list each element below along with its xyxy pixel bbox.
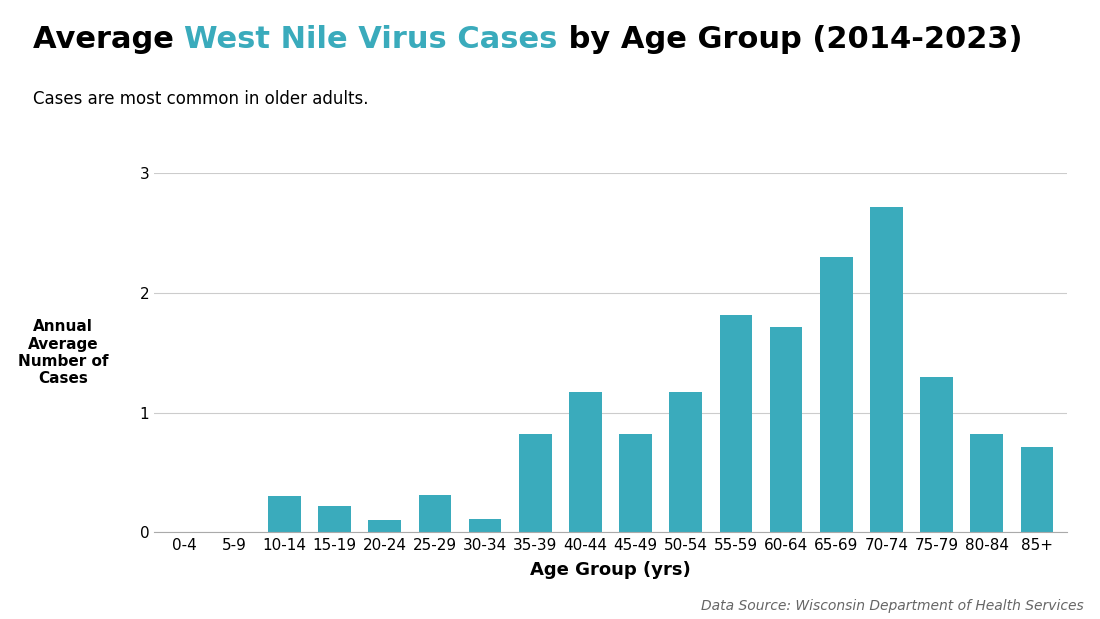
Bar [569, 392, 602, 532]
Bar [970, 434, 1003, 532]
Bar [870, 207, 903, 532]
Y-axis label: Annual
Average
Number of
Cases: Annual Average Number of Cases [18, 319, 108, 386]
Bar [670, 392, 702, 532]
Bar [1021, 448, 1053, 532]
Bar [419, 495, 451, 532]
X-axis label: Age Group (yrs): Age Group (yrs) [530, 561, 691, 579]
Bar [469, 519, 502, 532]
Text: Cases are most common in older adults.: Cases are most common in older adults. [33, 90, 369, 108]
Bar [921, 377, 953, 532]
Bar [268, 496, 300, 532]
Bar [619, 434, 652, 532]
Bar [820, 257, 852, 532]
Bar [719, 314, 752, 532]
Bar [368, 521, 402, 532]
Bar [770, 326, 802, 532]
Text: Data Source: Wisconsin Department of Health Services: Data Source: Wisconsin Department of Hea… [701, 599, 1084, 613]
Bar [519, 434, 551, 532]
Text: Average: Average [33, 25, 185, 54]
Bar [318, 506, 351, 532]
Text: by Age Group (2014-2023): by Age Group (2014-2023) [558, 25, 1022, 54]
Text: West Nile Virus Cases: West Nile Virus Cases [185, 25, 558, 54]
